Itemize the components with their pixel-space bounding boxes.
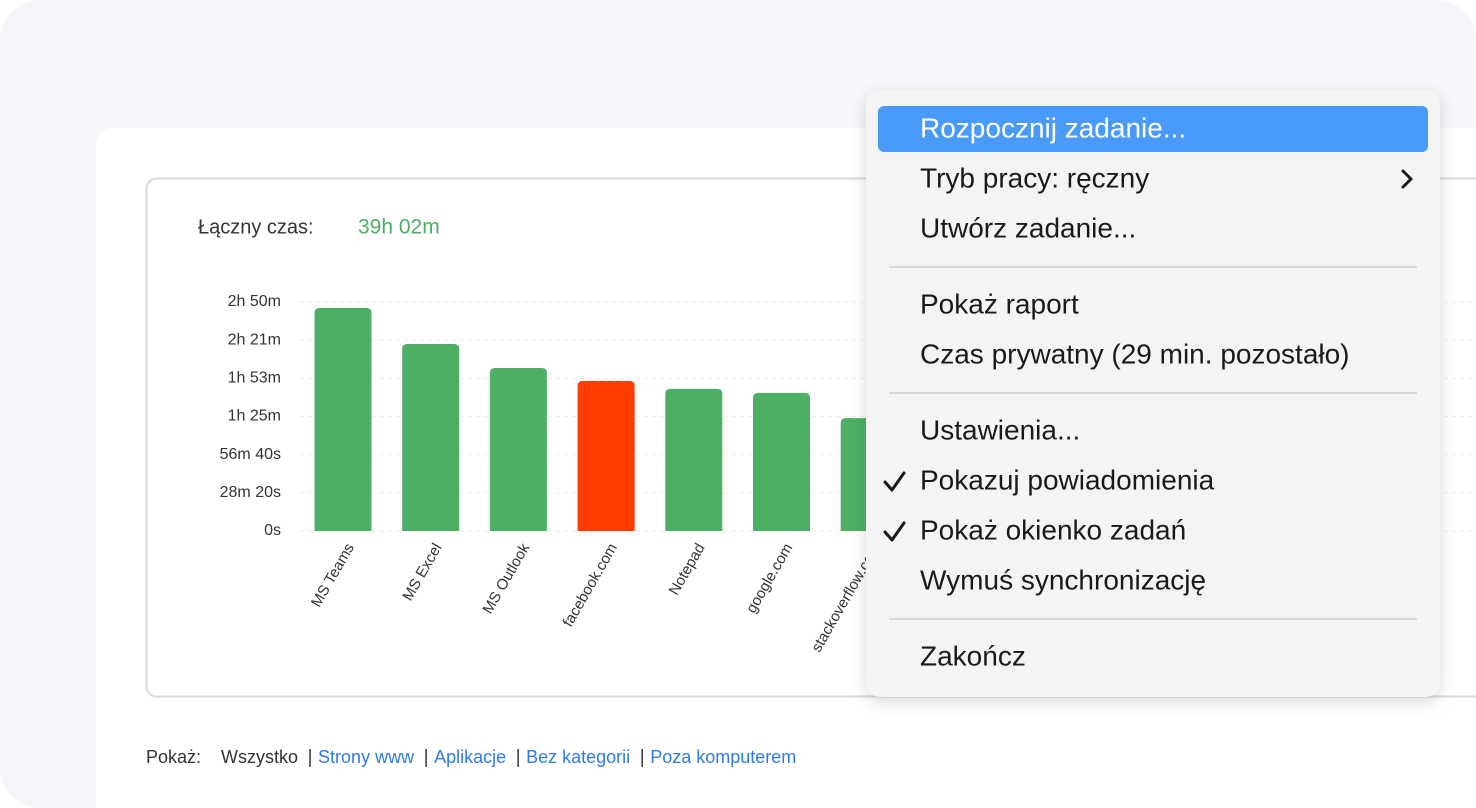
y-tick-label: 1h 53m [228,370,281,387]
y-tick-label: 1h 25m [228,408,281,425]
total-label: Łączny czas: [198,216,314,238]
filter-link[interactable]: Poza komputerem [650,747,796,767]
bar [753,392,810,531]
y-tick-label: 2h 50m [228,293,281,310]
filter-option-active[interactable]: Wszystko [221,747,298,767]
y-tick-label: 0s [264,522,281,539]
y-tick-label: 2h 21m [228,331,281,348]
filter-bar: Pokaż: Wszystko Strony www Aplikacje Bez kat… [146,747,796,767]
bar [314,308,372,531]
menu-item[interactable]: Ustawienia... [920,414,1080,445]
context-menu: Rozpocznij zadanie... Tryb pracy: ręczny U… [866,90,1440,697]
menu-item[interactable]: Tryb pracy: ręczny [920,162,1149,193]
y-tick-label: 56m 40s [220,446,281,463]
y-tick-label: 28m 20s [220,484,281,501]
menu-item[interactable]: Wymuś synchronizację [920,564,1206,595]
menu-item[interactable]: Pokazuj powiadomienia [920,464,1215,495]
filter-link[interactable]: Strony www [318,747,415,767]
check-icon [883,521,906,542]
submenu-arrow [1401,169,1413,189]
bar [577,381,635,531]
bar [402,343,460,531]
bar [665,388,723,531]
menu-item[interactable]: Pokaż raport [920,288,1079,319]
filter-label: Pokaż: [146,747,201,767]
chart-panel [145,177,1476,698]
filter-link[interactable]: Aplikacje [434,747,506,767]
menu-item[interactable]: Rozpocznij zadanie... [920,112,1186,143]
menu-item[interactable]: Pokaż okienko zadań [920,514,1186,545]
bar [489,368,547,531]
menu-item[interactable]: Zakończ [920,640,1026,671]
menu-highlight [878,106,1428,152]
total-value: 39h 02m [358,216,440,239]
menu-item[interactable]: Czas prywatny (29 min. pozostało) [920,338,1350,369]
filter-link[interactable]: Bez kategorii [526,747,630,767]
check-icon [883,471,906,492]
menu-item[interactable]: Utwórz zadanie... [920,212,1136,243]
